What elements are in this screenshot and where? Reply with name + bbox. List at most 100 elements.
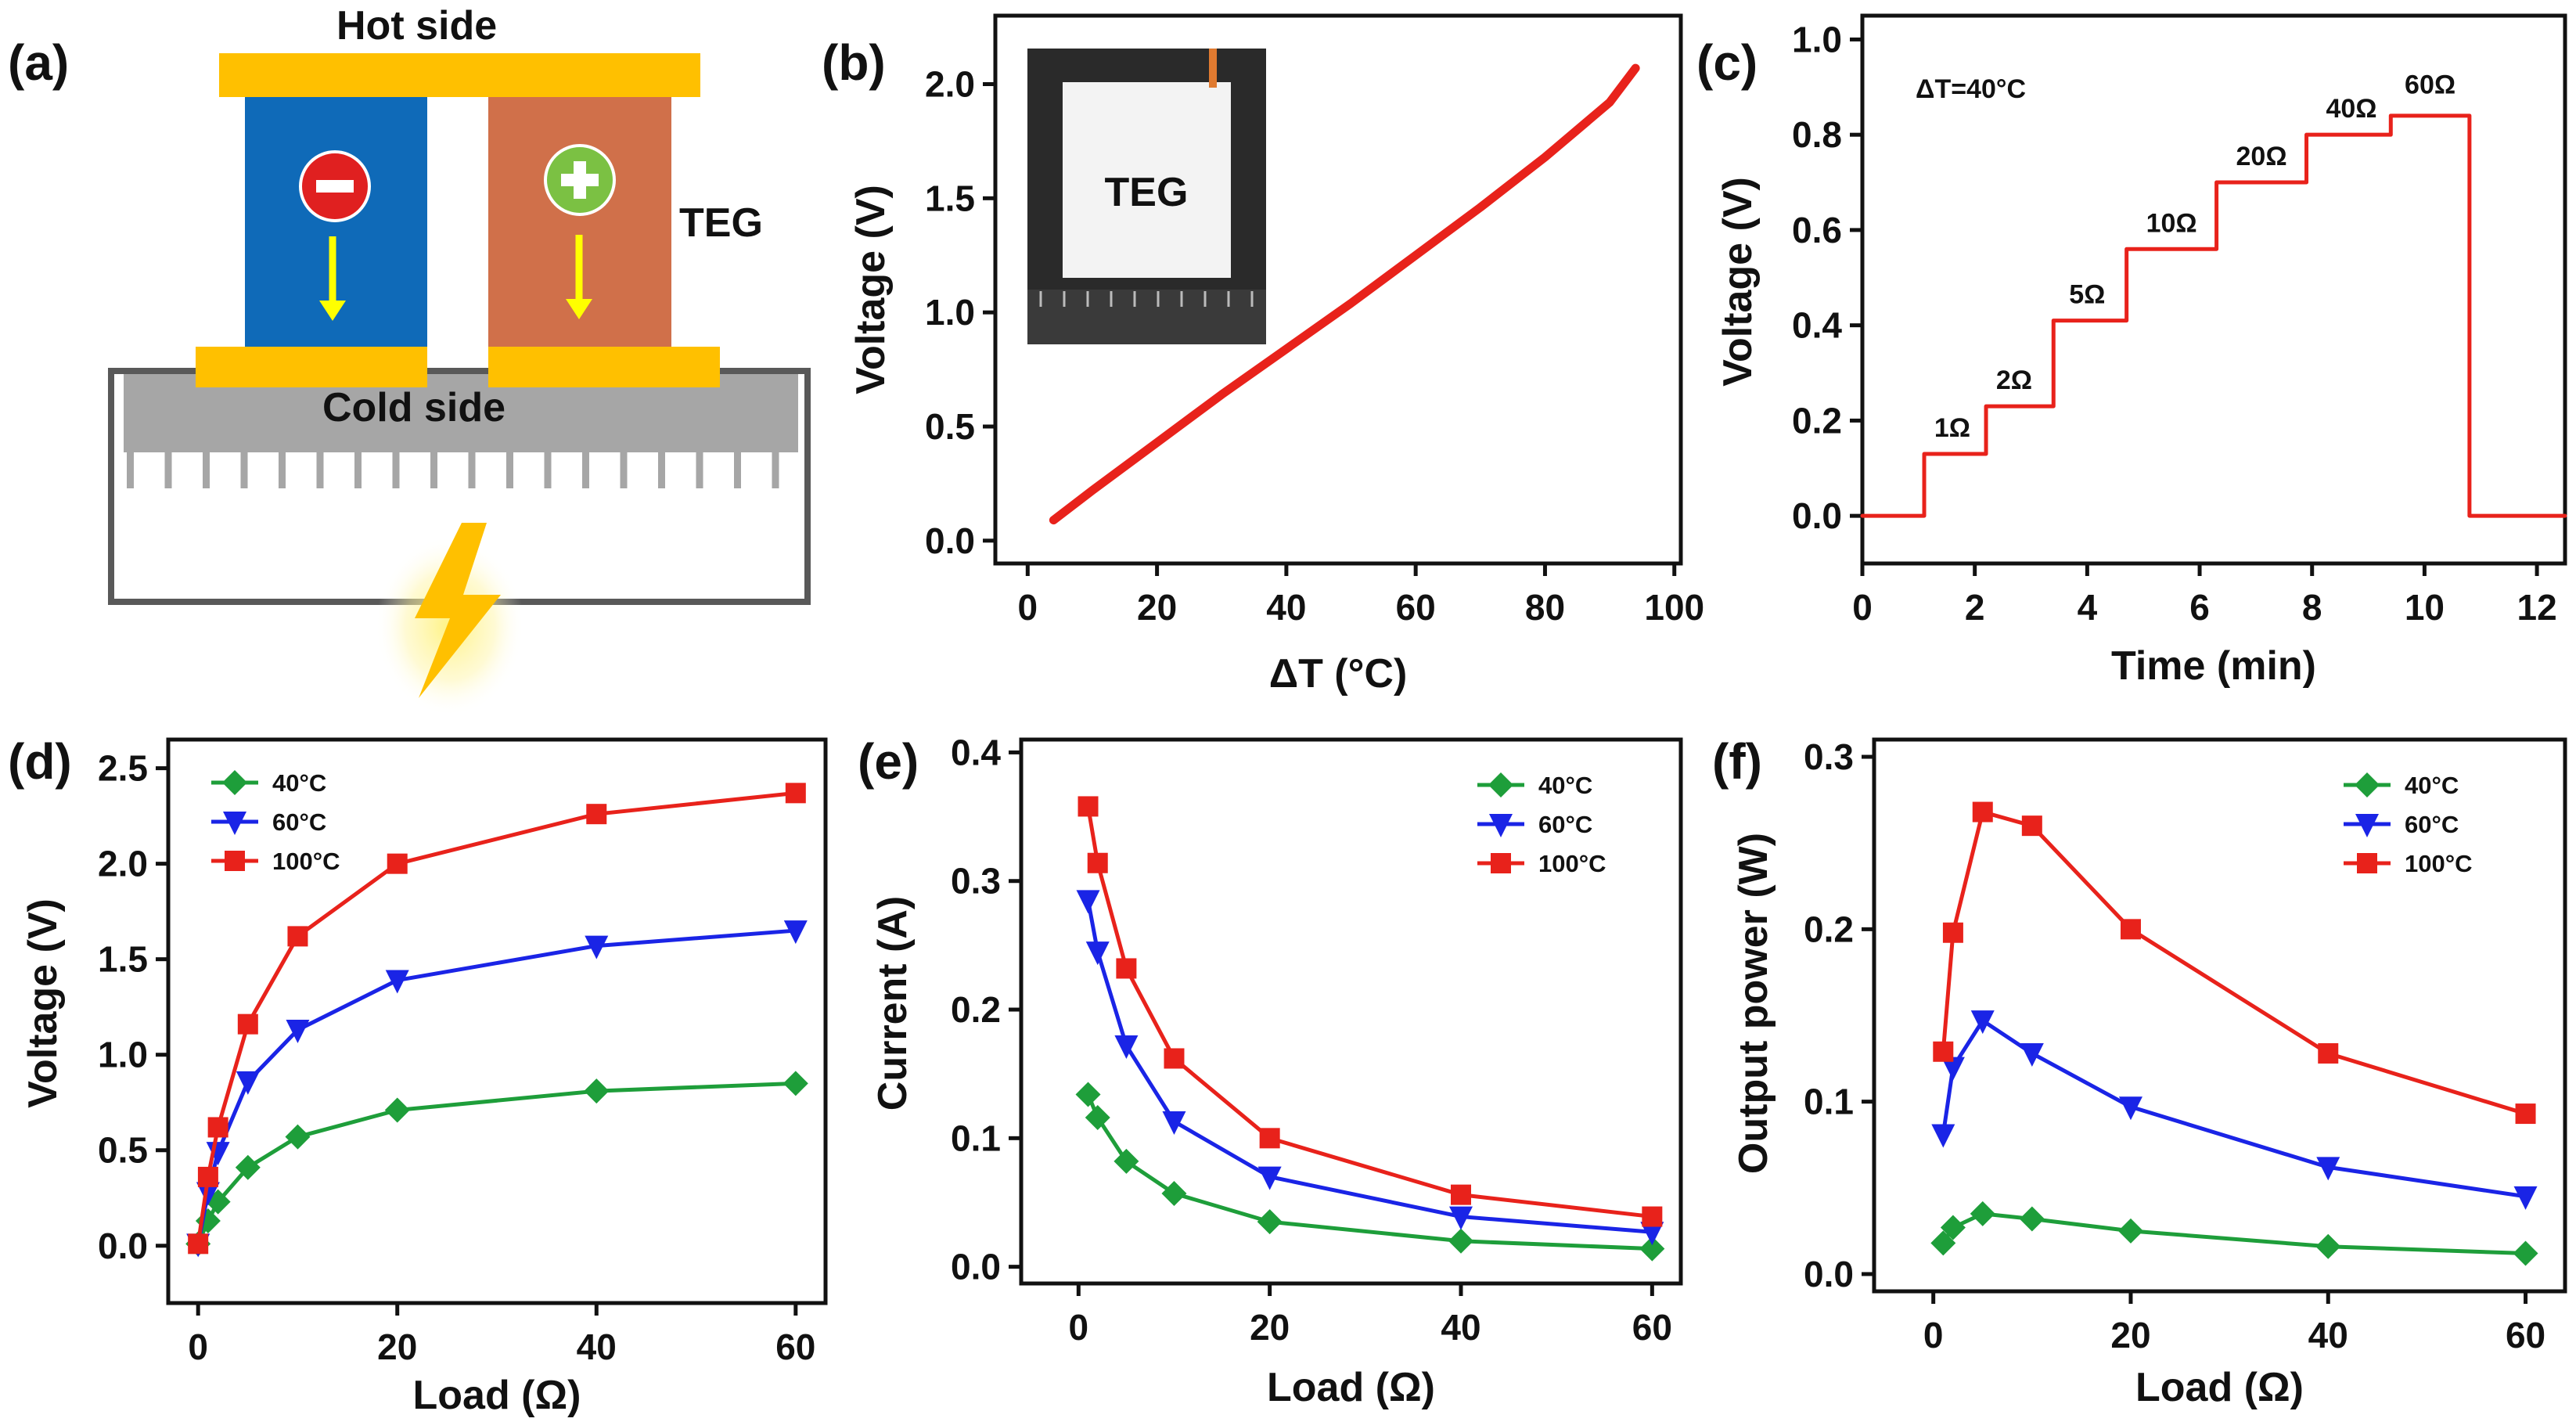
step-label: 20Ω <box>2236 142 2287 171</box>
data-point <box>2315 1233 2341 1259</box>
y-tick-label: 0.3 <box>951 861 1001 902</box>
heat-sink-fin <box>127 451 134 488</box>
data-point <box>783 920 808 945</box>
data-point <box>1448 1228 1473 1254</box>
panel-label-d: (d) <box>8 733 72 790</box>
legend-label: 100°C <box>2405 850 2473 877</box>
data-point <box>1488 772 1513 797</box>
panel-label-b: (b) <box>822 34 886 91</box>
data-point <box>385 970 409 994</box>
data-point <box>2020 1042 2044 1067</box>
y-tick-label: 0.0 <box>1792 495 1842 536</box>
legend-label: 100°C <box>272 848 340 875</box>
legend-label: 40°C <box>272 769 326 797</box>
y-tick-label: 0.5 <box>925 406 975 447</box>
panel-label-a: (a) <box>8 34 69 91</box>
legend-label: 60°C <box>1538 811 1592 838</box>
plot-frame <box>1860 13 2567 566</box>
chart-power-vs-load: 0 20 40 60 0.0 0.1 0.2 0.3 Load (Ω) Output power … <box>1731 736 2567 1410</box>
legend-label: 40°C <box>1538 772 1592 799</box>
x-axis-title: Load (Ω) <box>413 1373 581 1418</box>
data-point <box>1451 1184 1471 1205</box>
x-tick-label: 0 <box>1923 1315 1944 1355</box>
arrow-head-right <box>566 299 592 319</box>
y-tick-label: 2.0 <box>925 64 975 105</box>
hot-side-plate <box>219 53 700 97</box>
x-tick-label: 40 <box>577 1327 617 1367</box>
heat-sink-fin <box>354 451 362 488</box>
x-tick-label: 12 <box>2517 587 2556 628</box>
data-point <box>1970 1010 1995 1035</box>
data-point <box>235 1154 261 1180</box>
data-point <box>1640 1222 1664 1246</box>
data-point <box>2120 919 2141 940</box>
data-point <box>384 1097 410 1123</box>
chart-voltage-vs-deltaT: 0 20 40 60 80 100 0.0 0.5 1.0 1.5 2.0 ΔT (°C) Voltag… <box>848 13 1704 697</box>
data-point <box>2513 1186 2538 1210</box>
heat-sink-fin <box>316 451 324 488</box>
x-tick-label: 60 <box>1632 1307 1672 1348</box>
data-point <box>285 1124 311 1150</box>
data-point <box>1931 1124 1955 1148</box>
y-tick-label: 0.2 <box>951 989 1001 1030</box>
cold-side-plate-right <box>488 347 720 387</box>
y-tick-label: 0.8 <box>1792 114 1842 155</box>
y-tick-label: 0.0 <box>98 1226 148 1266</box>
x-tick-label: 8 <box>2302 587 2322 628</box>
data-point <box>1161 1180 1187 1206</box>
heat-sink-fin <box>772 451 779 488</box>
x-tick-label: 20 <box>2110 1315 2150 1355</box>
data-point <box>1972 801 1993 823</box>
plus-bar-v <box>574 161 586 199</box>
heat-sink-fin <box>279 451 286 488</box>
data-point <box>1489 814 1513 837</box>
plot-frame <box>166 737 828 1305</box>
data-point <box>2513 1240 2538 1266</box>
x-tick-label: 60 <box>1396 587 1436 628</box>
legend-label: 60°C <box>272 808 326 836</box>
data-point <box>2318 1042 2339 1064</box>
data-point <box>2355 814 2379 837</box>
data-point <box>2019 1206 2045 1232</box>
x-axis-title: Time (min) <box>2111 643 2316 689</box>
data-point <box>223 812 246 835</box>
data-point <box>236 1071 260 1095</box>
y-axis-title: Output power (W) <box>1731 833 1776 1174</box>
y-tick-label: 0.0 <box>1804 1254 1854 1294</box>
data-point <box>1491 853 1511 873</box>
x-axis-title: Load (Ω) <box>2135 1365 2304 1410</box>
data-point <box>1257 1166 1282 1190</box>
step-label: 10Ω <box>2146 208 2197 238</box>
x-tick-label: 80 <box>1525 587 1565 628</box>
plot-frame <box>1872 737 2567 1294</box>
heat-sink-fin <box>506 451 513 488</box>
y-tick-label: 1.5 <box>925 178 975 218</box>
hot-side-label: Hot side <box>336 3 497 49</box>
chart-current-vs-load: 0 20 40 60 0.0 0.1 0.2 0.3 0.4 Load (Ω) Current (A… <box>870 732 1683 1410</box>
data-point <box>2357 853 2377 873</box>
y-tick-label: 0.2 <box>1792 400 1842 441</box>
panel-label-f: (f) <box>1712 733 1762 790</box>
legend: 40°C 60°C 100°C <box>211 769 340 875</box>
x-tick-label: 60 <box>775 1327 815 1367</box>
y-tick-label: 1.0 <box>98 1035 148 1075</box>
data-point <box>196 1182 220 1206</box>
wire <box>1209 49 1217 88</box>
heat-sink-fin <box>544 451 552 488</box>
y-axis-title: Voltage (V) <box>20 898 66 1108</box>
data-point <box>584 1078 610 1104</box>
data-point <box>783 1071 808 1096</box>
data-point <box>585 935 609 959</box>
y-tick-label: 0.1 <box>1804 1082 1854 1122</box>
step-label: 5Ω <box>2069 280 2105 310</box>
x-tick-label: 20 <box>1137 587 1177 628</box>
x-tick-label: 6 <box>2189 587 2210 628</box>
data-point <box>2355 772 2380 797</box>
data-point <box>286 1019 310 1043</box>
data-point <box>1076 890 1100 914</box>
data-point <box>2316 1157 2340 1181</box>
heat-sink-fin <box>430 451 437 488</box>
data-point <box>1639 1236 1665 1262</box>
x-tick-label: 10 <box>2405 587 2445 628</box>
